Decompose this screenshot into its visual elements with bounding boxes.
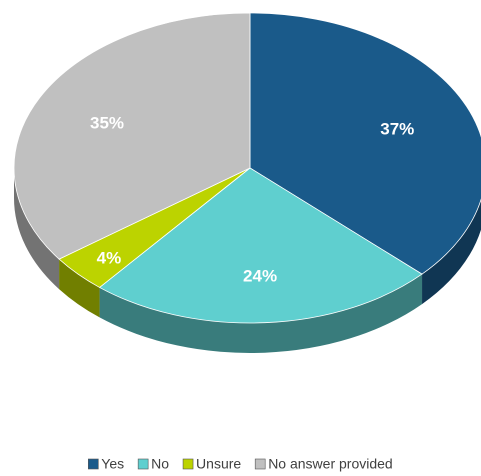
legend-item: Yes	[87, 456, 124, 472]
slice	[13, 12, 251, 260]
data-label: 37%	[380, 120, 414, 139]
legend-swatch	[137, 458, 149, 470]
legend-item: Unsure	[182, 456, 241, 472]
legend-item: No answer provided	[254, 456, 393, 472]
legend-label: Unsure	[196, 456, 241, 472]
legend-swatch	[182, 458, 194, 470]
slice-side	[13, 168, 60, 290]
pie: 37% 24% 4% 35%	[13, 12, 481, 353]
legend-label: No	[151, 456, 169, 472]
data-label: 35%	[90, 114, 124, 133]
slice	[249, 12, 481, 275]
legend-label: Yes	[101, 456, 124, 472]
slice	[98, 167, 423, 324]
legend-swatch	[87, 458, 99, 470]
legend-item: No	[137, 456, 169, 472]
slice-side	[59, 259, 100, 318]
data-label: 24%	[243, 267, 277, 286]
legend-swatch	[254, 458, 266, 470]
legend-label: No answer provided	[268, 456, 393, 472]
legend: Yes No Unsure No answer provided	[87, 456, 393, 472]
data-label: 4%	[97, 248, 122, 267]
slice-side	[99, 274, 423, 353]
slice-side	[422, 199, 481, 305]
